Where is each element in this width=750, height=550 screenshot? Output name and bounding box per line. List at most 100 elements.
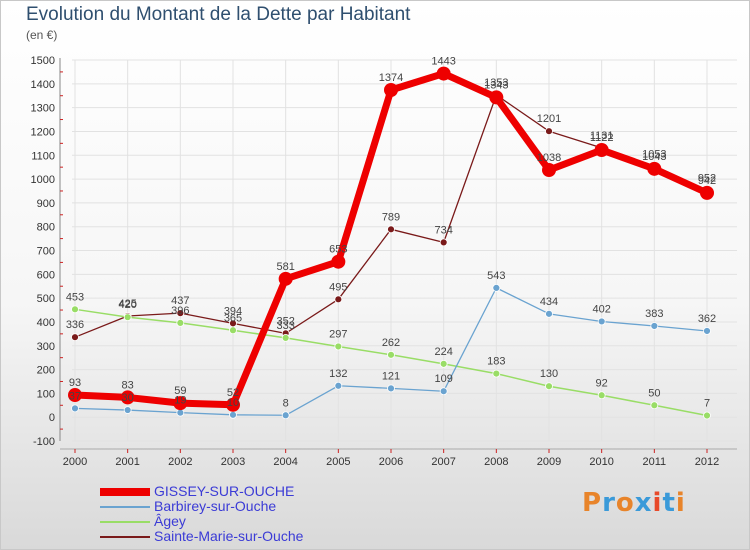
data-label: 383 [645,308,663,320]
legend-label: Barbirey-sur-Ouche [154,498,277,514]
data-point [176,408,185,417]
data-label: 130 [540,368,558,380]
legend: GISSEY-SUR-OUCHE Barbirey-sur-Ouche Âgey… [100,484,360,544]
data-label: 581 [276,261,294,273]
data-label: 1201 [537,113,561,125]
data-point [650,401,659,410]
data-point [71,404,79,413]
data-point [542,163,556,178]
data-label: 1038 [537,152,561,164]
x-tick-label: 2012 [695,456,719,468]
data-point [229,410,237,419]
y-tick-label: -100 [33,436,55,448]
legend-swatch-gissey [100,488,150,496]
y-tick-label: 500 [37,293,55,305]
x-tick-label: 2007 [431,456,455,468]
data-point [387,384,395,393]
y-tick-label: 0 [49,412,55,424]
data-point [492,283,501,292]
data-point [71,305,79,314]
data-point [439,359,448,368]
y-tick-label: 100 [37,388,55,400]
data-label: 109 [434,373,452,385]
x-tick-label: 2011 [643,456,667,468]
data-label: 52 [227,387,239,399]
data-point [229,326,237,335]
data-label: 50 [648,387,660,399]
data-label: 653 [329,244,347,256]
data-label: 336 [66,319,84,331]
y-tick-label: 600 [37,269,55,281]
x-tick-label: 2009 [537,456,561,468]
data-label: 942 [698,175,716,187]
data-point [387,225,395,234]
y-tick-label: 1100 [31,150,55,162]
x-tick-label: 2008 [484,456,508,468]
proxiti-logo: Proxiti [582,488,686,518]
data-point [123,406,132,414]
chart-subtitle: (en €) [26,28,58,42]
data-label: 952 [698,172,716,184]
data-label: 402 [592,303,610,315]
data-point [545,382,553,391]
data-point [703,327,711,335]
data-label: 1043 [642,151,666,163]
data-point [123,313,132,322]
data-point [439,238,448,247]
y-tick-label: 800 [37,222,55,234]
y-tick-label: 1300 [31,103,55,115]
data-label: 297 [329,328,347,340]
data-label: 362 [698,313,716,325]
data-label: 8 [283,397,289,409]
x-tick-label: 2001 [115,456,139,468]
y-tick-label: 300 [37,341,55,353]
y-tick-label: 400 [37,317,55,329]
data-point [545,127,553,136]
data-label: 425 [118,298,136,310]
data-label: 30 [122,392,134,404]
data-label: 789 [382,211,400,223]
data-label: 92 [596,377,608,389]
data-label: 1443 [431,56,455,68]
data-point [334,295,343,304]
data-point [226,397,240,412]
legend-label: Sainte-Marie-sur-Ouche [154,528,304,544]
data-label: 93 [69,377,81,389]
data-point [545,309,553,318]
data-point [647,161,662,176]
y-tick-label: 1400 [31,79,55,91]
data-label: 396 [171,305,189,317]
data-point [700,185,714,200]
data-label: 132 [329,368,347,380]
data-point [281,411,290,420]
data-label: 495 [329,281,347,293]
chart-title: Evolution du Montant de la Dette par Hab… [26,4,411,25]
data-point [489,90,504,105]
y-tick-label: 1500 [31,55,55,67]
y-tick-label: 1200 [31,126,55,138]
data-point [597,317,606,326]
data-label: 7 [704,398,710,410]
data-label: 394 [224,305,242,317]
data-label: 453 [66,291,84,303]
y-tick-label: 200 [37,365,55,377]
data-label: 83 [122,379,134,391]
x-tick-label: 2003 [221,456,245,468]
data-point [71,333,79,342]
data-label: 10 [227,397,239,409]
data-point [331,254,346,269]
legend-item-gissey: GISSEY-SUR-OUCHE [100,484,360,499]
data-label: 1131 [590,130,614,142]
data-point [439,387,448,396]
x-tick-label: 2005 [326,456,350,468]
data-label: 1053 [642,148,666,160]
data-label: 19 [174,395,186,407]
data-label: 37 [69,390,81,402]
data-point [176,309,185,318]
data-label: 224 [434,346,452,358]
x-tick-label: 2010 [589,456,613,468]
data-label: 352 [276,315,294,327]
x-tick-label: 2004 [273,456,297,468]
legend-item-barbirey: Barbirey-sur-Ouche [100,499,360,514]
